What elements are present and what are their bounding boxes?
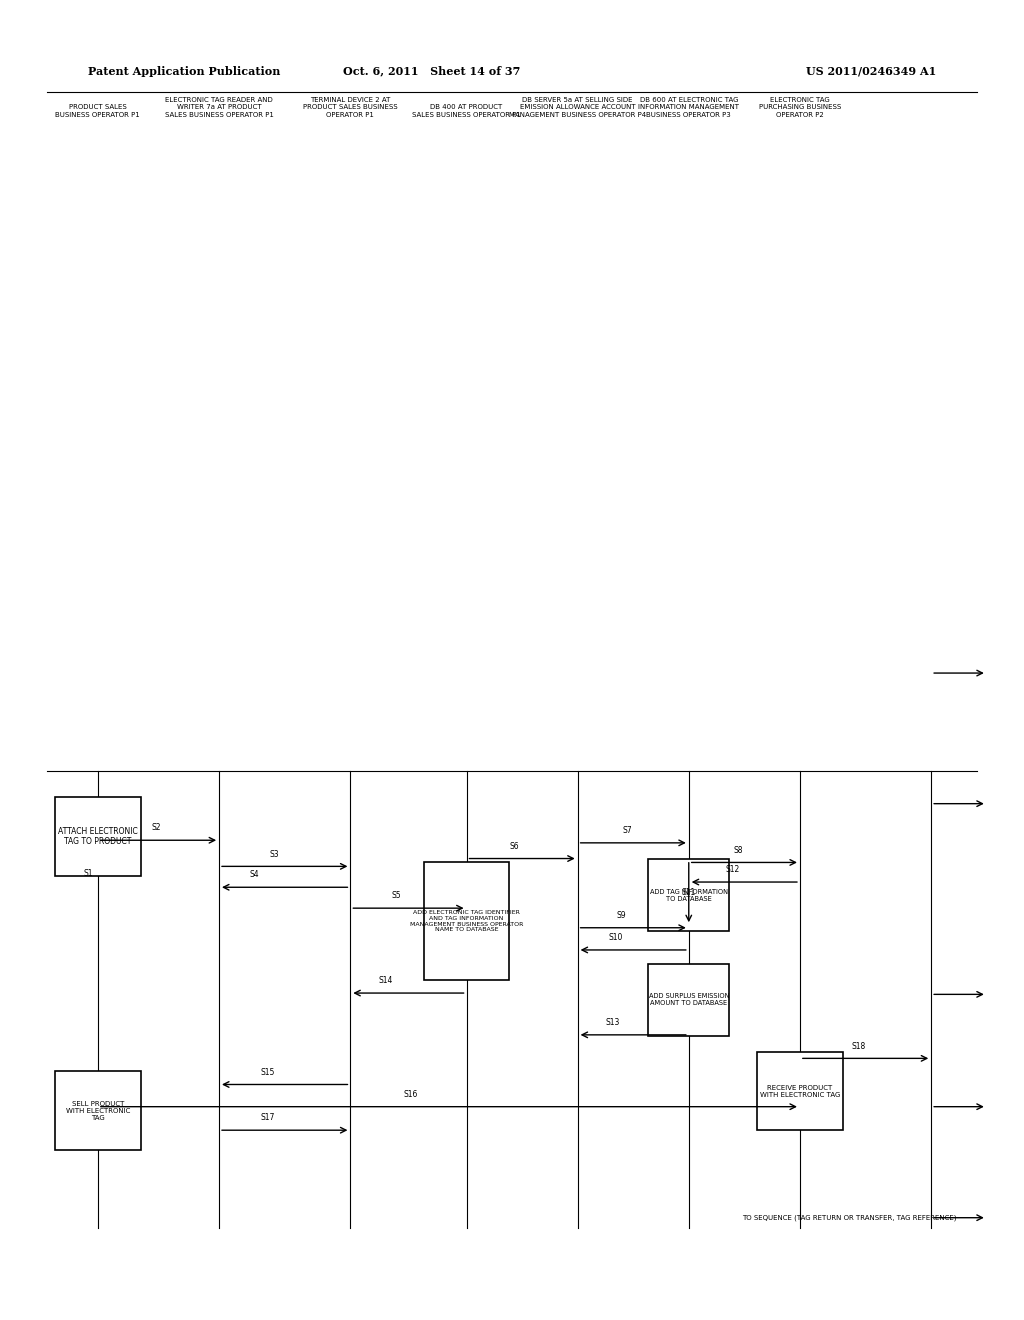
Text: S16: S16 — [403, 1090, 418, 1098]
FancyBboxPatch shape — [55, 1072, 140, 1150]
Text: S15: S15 — [260, 1068, 274, 1077]
Text: ADD SURPLUS EMISSION
AMOUNT TO DATABASE: ADD SURPLUS EMISSION AMOUNT TO DATABASE — [648, 993, 729, 1006]
Text: S1: S1 — [83, 869, 93, 878]
Text: DB SERVER 5a AT SELLING SIDE
EMISSION ALLOWANCE ACCOUNT
MANAGEMENT BUSINESS OPER: DB SERVER 5a AT SELLING SIDE EMISSION AL… — [509, 96, 646, 117]
FancyBboxPatch shape — [55, 797, 140, 875]
Text: RECEIVE PRODUCT
WITH ELECTRONIC TAG: RECEIVE PRODUCT WITH ELECTRONIC TAG — [760, 1085, 840, 1097]
Text: S13: S13 — [606, 1018, 621, 1027]
Text: S4: S4 — [250, 870, 259, 879]
Text: ADD ELECTRONIC TAG IDENTIFIER
AND TAG INFORMATION
MANAGEMENT BUSINESS OPERATOR
N: ADD ELECTRONIC TAG IDENTIFIER AND TAG IN… — [410, 909, 523, 932]
Text: SELL PRODUCT
WITH ELECTRONIC
TAG: SELL PRODUCT WITH ELECTRONIC TAG — [66, 1101, 130, 1121]
Text: S17: S17 — [260, 1113, 274, 1122]
Text: PRODUCT SALES
BUSINESS OPERATOR P1: PRODUCT SALES BUSINESS OPERATOR P1 — [55, 104, 140, 117]
Text: DB 400 AT PRODUCT
SALES BUSINESS OPERATOR P1: DB 400 AT PRODUCT SALES BUSINESS OPERATO… — [412, 104, 521, 117]
Text: S11: S11 — [682, 888, 696, 898]
Text: S2: S2 — [152, 824, 161, 833]
Text: S8: S8 — [733, 846, 743, 854]
FancyBboxPatch shape — [424, 862, 510, 979]
Text: ELECTRONIC TAG READER AND
WRITER 7a AT PRODUCT
SALES BUSINESS OPERATOR P1: ELECTRONIC TAG READER AND WRITER 7a AT P… — [165, 96, 273, 117]
Text: FIG. 15: FIG. 15 — [68, 1129, 128, 1143]
Text: S7: S7 — [623, 826, 632, 836]
FancyBboxPatch shape — [648, 964, 729, 1035]
Text: S3: S3 — [269, 850, 280, 858]
Text: ATTACH ELECTRONIC
TAG TO PRODUCT: ATTACH ELECTRONIC TAG TO PRODUCT — [58, 826, 138, 846]
Text: TO SEQUENCE (TAG RETURN OR TRANSFER, TAG REFERENCE): TO SEQUENCE (TAG RETURN OR TRANSFER, TAG… — [742, 1214, 956, 1221]
FancyBboxPatch shape — [648, 859, 729, 931]
Text: S12: S12 — [725, 865, 739, 874]
Text: S6: S6 — [509, 842, 519, 850]
Text: Oct. 6, 2011   Sheet 14 of 37: Oct. 6, 2011 Sheet 14 of 37 — [342, 66, 520, 77]
Text: S14: S14 — [379, 977, 393, 985]
Text: ELECTRONIC TAG
PURCHASING BUSINESS
OPERATOR P2: ELECTRONIC TAG PURCHASING BUSINESS OPERA… — [759, 96, 841, 117]
Text: US 2011/0246349 A1: US 2011/0246349 A1 — [806, 66, 936, 77]
Text: S18: S18 — [851, 1041, 865, 1051]
Text: S5: S5 — [391, 891, 400, 900]
Text: S9: S9 — [616, 911, 626, 920]
Text: ADD TAG INFORMATION
TO DATABASE: ADD TAG INFORMATION TO DATABASE — [650, 888, 728, 902]
Text: S10: S10 — [609, 933, 624, 942]
FancyBboxPatch shape — [757, 1052, 843, 1130]
Text: Patent Application Publication: Patent Application Publication — [88, 66, 281, 77]
Text: DB 600 AT ELECTRONIC TAG
INFORMATION MANAGEMENT
BUSINESS OPERATOR P3: DB 600 AT ELECTRONIC TAG INFORMATION MAN… — [638, 96, 739, 117]
Text: TERMINAL DEVICE 2 AT
PRODUCT SALES BUSINESS
OPERATOR P1: TERMINAL DEVICE 2 AT PRODUCT SALES BUSIN… — [303, 96, 397, 117]
